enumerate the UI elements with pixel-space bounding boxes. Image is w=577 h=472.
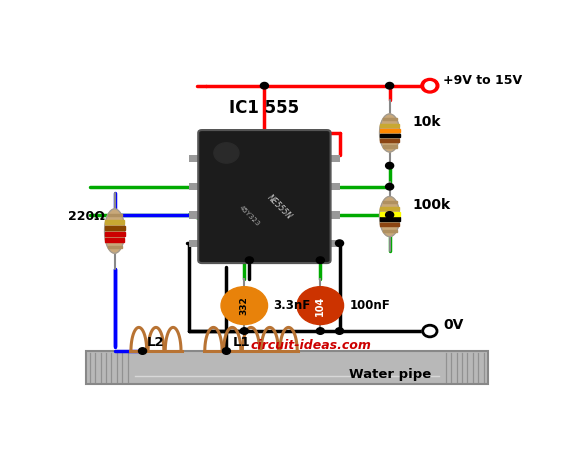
Bar	[189, 155, 202, 162]
Circle shape	[240, 328, 248, 334]
Text: 45Y323: 45Y323	[238, 204, 261, 227]
Polygon shape	[380, 217, 400, 221]
Bar	[327, 155, 339, 162]
Circle shape	[335, 240, 343, 246]
Polygon shape	[383, 201, 396, 203]
Text: L2: L2	[147, 336, 164, 349]
Polygon shape	[106, 238, 124, 242]
Text: circuit-ideas.com: circuit-ideas.com	[251, 339, 372, 352]
Polygon shape	[380, 223, 399, 227]
Text: 0V: 0V	[443, 318, 464, 332]
Circle shape	[423, 325, 437, 337]
Circle shape	[297, 287, 343, 324]
Polygon shape	[104, 227, 125, 230]
Polygon shape	[380, 134, 400, 137]
Polygon shape	[383, 230, 396, 232]
Text: 332: 332	[240, 296, 249, 315]
Polygon shape	[104, 232, 125, 236]
Circle shape	[221, 287, 268, 324]
Polygon shape	[106, 220, 124, 224]
Polygon shape	[108, 246, 122, 248]
Text: +9V to 15V: +9V to 15V	[443, 74, 522, 87]
Text: 10k: 10k	[412, 115, 440, 129]
FancyBboxPatch shape	[198, 130, 331, 263]
Text: 100k: 100k	[412, 198, 450, 212]
Circle shape	[385, 184, 394, 190]
Bar	[85, 351, 488, 384]
Polygon shape	[383, 145, 396, 148]
Circle shape	[316, 328, 324, 334]
Text: 100nF: 100nF	[350, 299, 390, 312]
Bar	[327, 240, 339, 247]
Circle shape	[385, 211, 394, 218]
Polygon shape	[380, 207, 399, 211]
Polygon shape	[380, 196, 400, 236]
Polygon shape	[380, 212, 400, 216]
Text: 3.3nF: 3.3nF	[273, 299, 310, 312]
Text: Water pipe: Water pipe	[350, 368, 432, 381]
Text: 104: 104	[315, 295, 325, 316]
Circle shape	[138, 348, 147, 354]
Bar	[327, 183, 339, 190]
Polygon shape	[104, 209, 125, 253]
Polygon shape	[380, 114, 400, 152]
Circle shape	[385, 83, 394, 89]
Text: IC1 555: IC1 555	[229, 99, 299, 117]
Circle shape	[260, 83, 268, 89]
Text: 220Ω: 220Ω	[68, 210, 104, 223]
Text: NE555N: NE555N	[265, 193, 294, 221]
Polygon shape	[108, 214, 122, 217]
Polygon shape	[383, 118, 396, 120]
Bar	[189, 211, 202, 219]
Bar	[189, 240, 202, 247]
Circle shape	[222, 348, 230, 354]
Circle shape	[421, 78, 439, 93]
Circle shape	[316, 257, 324, 263]
Circle shape	[335, 328, 343, 334]
Polygon shape	[380, 124, 399, 127]
Circle shape	[385, 162, 394, 169]
Circle shape	[214, 143, 239, 163]
Polygon shape	[380, 139, 399, 142]
Circle shape	[245, 257, 253, 263]
Bar	[327, 211, 339, 219]
Bar	[189, 183, 202, 190]
Text: L1: L1	[233, 336, 251, 349]
Circle shape	[425, 82, 435, 90]
Polygon shape	[380, 129, 400, 132]
